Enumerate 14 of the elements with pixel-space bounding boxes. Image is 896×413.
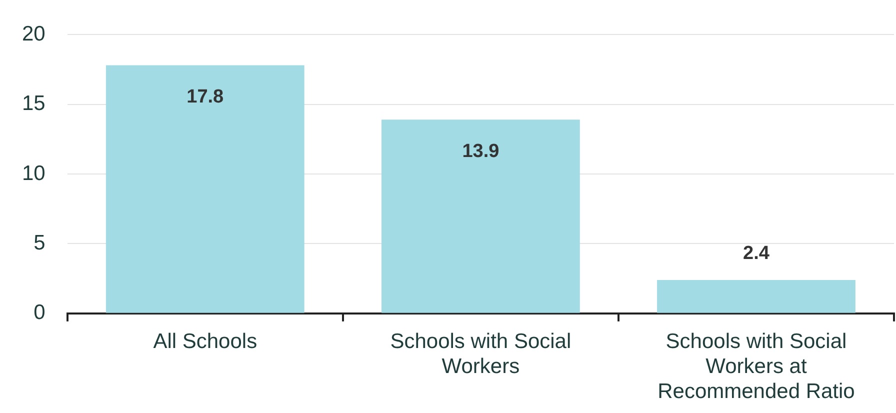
y-tick-label: 20 [22, 22, 46, 46]
bar [106, 65, 304, 313]
y-tick-label: 0 [34, 301, 46, 324]
data-label: 13.9 [462, 140, 500, 162]
y-tick-label: 10 [22, 162, 46, 185]
x-tick-label: Schools with Social Workers at Recommended Ratio [658, 330, 855, 404]
y-tick-label: 15 [22, 92, 46, 116]
bar [657, 280, 856, 313]
bar [381, 120, 580, 313]
data-label: 17.8 [186, 86, 224, 108]
x-tick-label: Schools with Social Workers [390, 330, 572, 378]
data-label: 2.4 [743, 243, 770, 264]
y-tick-label: 5 [34, 231, 46, 254]
x-tick-label: All Schools [153, 330, 258, 353]
